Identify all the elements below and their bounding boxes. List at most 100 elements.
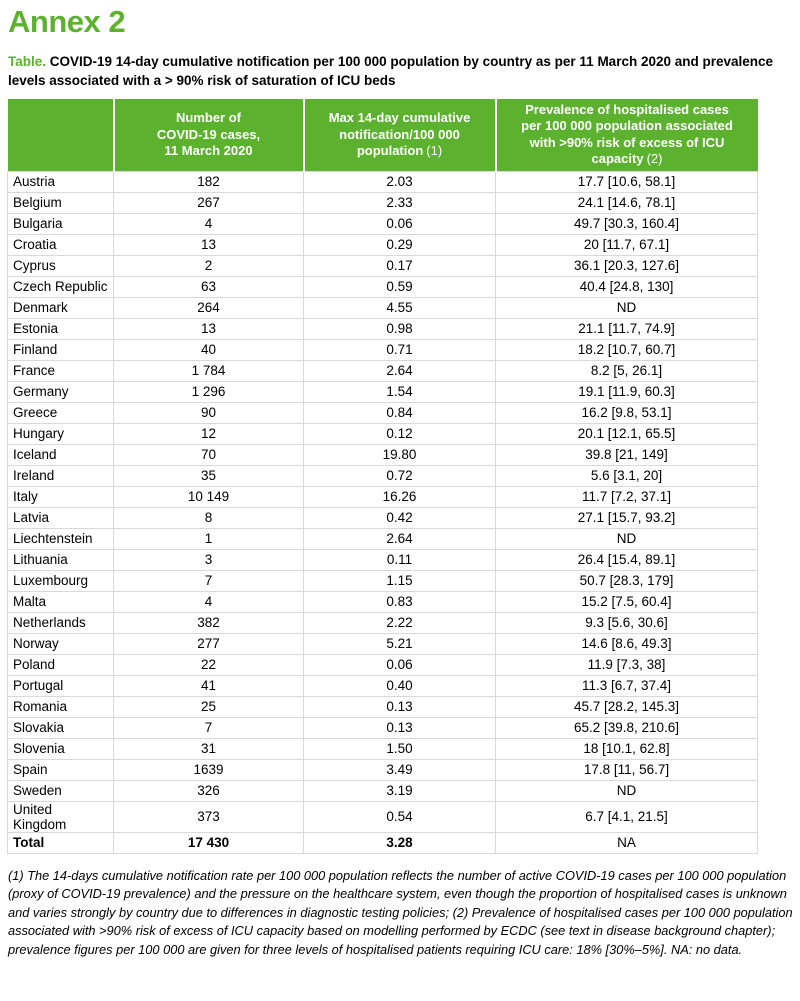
- rate-cell: 0.17: [303, 254, 496, 277]
- cases-cell: 13: [113, 317, 304, 340]
- rate-cell: 3.28: [303, 831, 496, 854]
- table-row: France 1 784 2.64 8.2 [5, 26.1]: [7, 359, 758, 382]
- prevalence-cell: ND: [495, 779, 758, 802]
- rate-cell: 0.54: [303, 800, 496, 833]
- country-cell: Estonia: [7, 317, 114, 340]
- table-row: Denmark 264 4.55 ND: [7, 296, 758, 319]
- table-row: Slovakia 7 0.13 65.2 [39.8, 210.6]: [7, 716, 758, 739]
- rate-cell: 3.19: [303, 779, 496, 802]
- header-rate-text: Max 14-day cumulative notification/100 0…: [328, 110, 471, 158]
- rate-cell: 2.64: [303, 527, 496, 550]
- table-row: Lithuania 3 0.11 26.4 [15.4, 89.1]: [7, 548, 758, 571]
- header-country: [7, 99, 115, 171]
- cases-cell: 1: [113, 527, 304, 550]
- rate-cell: 0.12: [303, 422, 496, 445]
- rate-cell: 0.84: [303, 401, 496, 424]
- country-cell: Latvia: [7, 506, 114, 529]
- prevalence-cell: 16.2 [9.8, 53.1]: [495, 401, 758, 424]
- rate-cell: 3.49: [303, 758, 496, 781]
- table-row: Latvia 8 0.42 27.1 [15.7, 93.2]: [7, 506, 758, 529]
- rate-cell: 0.42: [303, 506, 496, 529]
- country-cell: Slovenia: [7, 737, 114, 760]
- prevalence-cell: 17.8 [11, 56.7]: [495, 758, 758, 781]
- table-row: Romania 25 0.13 45.7 [28.2, 145.3]: [7, 695, 758, 718]
- cases-cell: 373: [113, 800, 304, 833]
- country-cell: Belgium: [7, 191, 114, 214]
- cases-cell: 267: [113, 191, 304, 214]
- cases-cell: 4: [113, 590, 304, 613]
- prevalence-cell: 5.6 [3.1, 20]: [495, 464, 758, 487]
- table-row: Greece 90 0.84 16.2 [9.8, 53.1]: [7, 401, 758, 424]
- cases-cell: 40: [113, 338, 304, 361]
- cases-cell: 326: [113, 779, 304, 802]
- table-row: United Kingdom 373 0.54 6.7 [4.1, 21.5]: [7, 800, 758, 833]
- table-row: Czech Republic 63 0.59 40.4 [24.8, 130]: [7, 275, 758, 298]
- table-row: Austria 182 2.03 17.7 [10.6, 58.1]: [7, 170, 758, 193]
- rate-cell: 0.98: [303, 317, 496, 340]
- cases-cell: 4: [113, 212, 304, 235]
- header-prevalence-footnote-ref: (2): [646, 151, 663, 167]
- cases-cell: 17 430: [113, 831, 304, 854]
- cases-cell: 41: [113, 674, 304, 697]
- country-cell: Iceland: [7, 443, 114, 466]
- cases-cell: 31: [113, 737, 304, 760]
- rate-cell: 19.80: [303, 443, 496, 466]
- rate-cell: 0.06: [303, 212, 496, 235]
- country-cell: Slovakia: [7, 716, 114, 739]
- cases-cell: 2: [113, 254, 304, 277]
- table-row: Italy 10 149 16.26 11.7 [7.2, 37.1]: [7, 485, 758, 508]
- prevalence-cell: 49.7 [30.3, 160.4]: [495, 212, 758, 235]
- cases-cell: 277: [113, 632, 304, 655]
- cases-cell: 12: [113, 422, 304, 445]
- table-header: Number of COVID-19 cases, 11 March 2020 …: [7, 99, 758, 171]
- rate-cell: 0.11: [303, 548, 496, 571]
- rate-cell: 1.54: [303, 380, 496, 403]
- cases-cell: 8: [113, 506, 304, 529]
- cases-cell: 10 149: [113, 485, 304, 508]
- table-row: Germany 1 296 1.54 19.1 [11.9, 60.3]: [7, 380, 758, 403]
- table-row: Liechtenstein 1 2.64 ND: [7, 527, 758, 550]
- country-cell: Austria: [7, 170, 114, 193]
- cases-cell: 182: [113, 170, 304, 193]
- prevalence-cell: 17.7 [10.6, 58.1]: [495, 170, 758, 193]
- country-cell: Hungary: [7, 422, 114, 445]
- prevalence-cell: 27.1 [15.7, 93.2]: [495, 506, 758, 529]
- rate-cell: 0.83: [303, 590, 496, 613]
- prevalence-cell: ND: [495, 296, 758, 319]
- prevalence-cell: 20 [11.7, 67.1]: [495, 233, 758, 256]
- header-prevalence-text: Prevalence of hospitalised cases per 100…: [521, 101, 733, 167]
- country-cell: Sweden: [7, 779, 114, 802]
- table-row: Bulgaria 4 0.06 49.7 [30.3, 160.4]: [7, 212, 758, 235]
- rate-cell: 0.13: [303, 716, 496, 739]
- prevalence-cell: 11.9 [7.3, 38]: [495, 653, 758, 676]
- country-cell: Bulgaria: [7, 212, 114, 235]
- country-cell: Liechtenstein: [7, 527, 114, 550]
- table-caption-label: Table.: [8, 54, 47, 69]
- header-rate: Max 14-day cumulative notification/100 0…: [303, 99, 497, 171]
- rate-cell: 0.59: [303, 275, 496, 298]
- header-rate-footnote-ref: (1): [426, 143, 443, 158]
- table-row: Poland 22 0.06 11.9 [7.3, 38]: [7, 653, 758, 676]
- country-cell: Cyprus: [7, 254, 114, 277]
- country-cell: Netherlands: [7, 611, 114, 634]
- rate-cell: 0.29: [303, 233, 496, 256]
- rate-cell: 0.72: [303, 464, 496, 487]
- prevalence-cell: 26.4 [15.4, 89.1]: [495, 548, 758, 571]
- country-cell: Poland: [7, 653, 114, 676]
- header-cases-text: Number of COVID-19 cases, 11 March 2020: [156, 110, 261, 158]
- table-row: Finland 40 0.71 18.2 [10.7, 60.7]: [7, 338, 758, 361]
- table-row: Estonia 13 0.98 21.1 [11.7, 74.9]: [7, 317, 758, 340]
- rate-cell: 2.64: [303, 359, 496, 382]
- cases-cell: 1 296: [113, 380, 304, 403]
- table-row: Portugal 41 0.40 11.3 [6.7, 37.4]: [7, 674, 758, 697]
- rate-cell: 4.55: [303, 296, 496, 319]
- country-cell: Denmark: [7, 296, 114, 319]
- country-cell: Italy: [7, 485, 114, 508]
- page-title: Annex 2: [8, 4, 126, 39]
- table-caption: Table. COVID-19 14-day cumulative notifi…: [8, 52, 794, 90]
- table-caption-text: COVID-19 14-day cumulative notification …: [8, 54, 774, 88]
- table-row: Iceland 70 19.80 39.8 [21, 149]: [7, 443, 758, 466]
- rate-cell: 0.13: [303, 695, 496, 718]
- cases-cell: 13: [113, 233, 304, 256]
- prevalence-cell: 18 [10.1, 62.8]: [495, 737, 758, 760]
